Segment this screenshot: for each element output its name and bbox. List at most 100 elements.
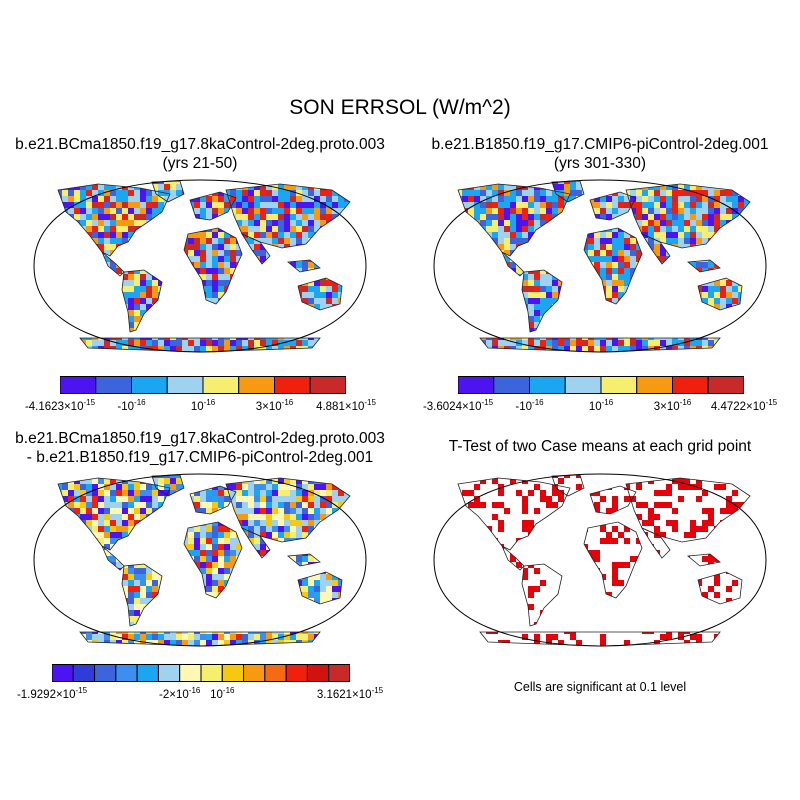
coastline [121, 269, 163, 333]
coastline [625, 183, 751, 249]
colorbar-tick-label: 3×10-16 [653, 398, 692, 413]
colorbar-swatch [52, 664, 74, 682]
colorbar-tick-label: -2×10-16 [159, 686, 201, 701]
panel-3-map [33, 473, 367, 647]
significance-note: Cells are significant at 0.1 level [513, 680, 687, 694]
map-border [433, 473, 767, 647]
coastline [640, 527, 671, 559]
coastline [151, 180, 185, 203]
colorbar-tick-label: 3.1621×10-15 [316, 686, 384, 701]
coastline [551, 474, 585, 497]
coastline [521, 563, 563, 627]
colorbar-swatch [238, 376, 275, 394]
colorbar-swatch [672, 376, 709, 394]
colorbar-swatch [243, 664, 266, 682]
map-border [433, 179, 767, 353]
colorbar-swatch [95, 376, 132, 394]
coastline [697, 277, 743, 311]
colorbar-swatch [458, 376, 495, 394]
coastline [240, 233, 271, 265]
colorbar-swatch [179, 664, 202, 682]
coastline [189, 191, 237, 221]
panel-1-map [33, 179, 367, 353]
coastline [589, 485, 637, 515]
coastline [183, 521, 243, 599]
panel-3-colorbar [52, 664, 350, 682]
coastline [183, 227, 243, 305]
colorbar-swatch [306, 664, 330, 682]
panel-3-title-line1: b.e21.BCma1850.f19_g17.8kaControl-2deg.p… [15, 430, 385, 447]
coastline [687, 553, 721, 567]
panel-4-title-line1: T-Test of two Case means at each grid po… [448, 438, 752, 455]
panel-3-title: b.e21.BCma1850.f19_g17.8kaControl-2deg.p… [0, 429, 400, 467]
colorbar-swatch [600, 376, 638, 394]
figure-title: SON ERRSOL (W/m^2) [289, 96, 511, 119]
coastline [479, 337, 721, 353]
coastline [287, 553, 321, 567]
colorbar-swatch [94, 664, 117, 682]
colorbar-swatch [328, 664, 350, 682]
coastline [151, 474, 185, 497]
colorbar-tick-label: 4.4722×10-15 [710, 398, 778, 413]
coastline [479, 631, 721, 647]
colorbar-tick-label: -1.9292×10-15 [16, 686, 88, 701]
panel-3-colorbar-labels: -1.9292×10-15 -2×10-16 10-16 3.1621×10-15 [0, 686, 400, 706]
coastline [625, 477, 751, 543]
coastline [697, 571, 743, 605]
colorbar-swatch [274, 376, 311, 394]
coastline [57, 183, 171, 257]
colorbar-tick-label: 10-16 [588, 398, 614, 413]
colorbar-tick-label: 3×10-16 [255, 398, 294, 413]
colorbar-swatch [60, 376, 97, 394]
panel-2-title: b.e21.B1850.f19_g17.CMIP6-piControl-2deg… [400, 135, 800, 173]
coastline [521, 269, 563, 333]
colorbar-swatch [72, 664, 96, 682]
colorbar-tick-label: -4.1623×10-15 [24, 398, 96, 413]
coastline [551, 180, 585, 203]
panel-4-map [433, 473, 767, 647]
colorbar-tick-label: 10-16 [190, 398, 216, 413]
panel-2-title-line2: (yrs 301-330) [553, 155, 647, 172]
coastline [225, 183, 351, 249]
coastline [583, 227, 643, 305]
colorbar-swatch [131, 376, 168, 394]
panel-1-colorbar-labels: -4.1623×10-15 -10-16 10-16 3×10-16 4.881×10-… [0, 398, 400, 418]
coastline [583, 521, 643, 599]
map-border [33, 473, 367, 647]
coastline [287, 259, 321, 273]
coastline [457, 477, 571, 551]
colorbar-tick-label: 4.881×10-15 [316, 398, 376, 413]
colorbar-swatch [202, 376, 240, 394]
coastline [589, 191, 637, 221]
colorbar-swatch [166, 376, 204, 394]
coastline [57, 477, 171, 551]
map-border [33, 179, 367, 353]
colorbar-swatch [636, 376, 673, 394]
panel-4-title: T-Test of two Case means at each grid po… [400, 437, 800, 456]
colorbar-swatch [115, 664, 138, 682]
colorbar-swatch [285, 664, 308, 682]
colorbar-tick-label: 10-16 [210, 686, 235, 701]
colorbar-swatch [529, 376, 566, 394]
coastline [457, 183, 571, 257]
coastline [297, 277, 343, 311]
panel-1-title-line2: (yrs 21-50) [162, 155, 238, 172]
panel-2-colorbar [458, 376, 744, 394]
colorbar-swatch [493, 376, 530, 394]
panel-2-map [433, 179, 767, 353]
coastline [101, 545, 125, 571]
coastline [121, 563, 163, 627]
coastline [501, 545, 525, 571]
colorbar-swatch [157, 664, 181, 682]
panel-1-title-line1: b.e21.BCma1850.f19_g17.8kaControl-2deg.p… [15, 136, 385, 153]
colorbar-tick-label: -10-16 [117, 398, 146, 413]
coastline [687, 259, 721, 273]
coastline [79, 631, 321, 647]
colorbar-tick-label: -3.6024×10-15 [422, 398, 494, 413]
panel-1-colorbar [60, 376, 346, 394]
coastline [501, 251, 525, 277]
colorbar-swatch [707, 376, 744, 394]
coastline [189, 485, 237, 515]
coastline [101, 251, 125, 277]
panel-2-colorbar-labels: -3.6024×10-15 -10-16 10-16 3×10-16 4.4722×10… [400, 398, 800, 418]
